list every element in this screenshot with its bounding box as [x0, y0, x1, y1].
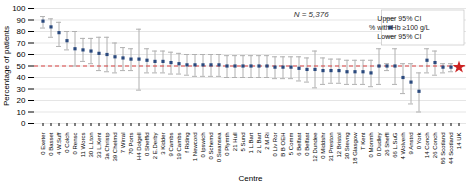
svg-text:10: 10 [17, 108, 26, 117]
svg-text:0 Plymth: 0 Plymth [224, 133, 230, 156]
svg-text:4 W.Suff: 4 W.Suff [56, 132, 62, 155]
svg-text:70: 70 [17, 39, 26, 48]
svg-text:50: 50 [17, 62, 26, 71]
svg-text:Centre: Centre [238, 174, 263, 181]
svg-text:11 Worcs: 11 Worcs [80, 133, 86, 158]
svg-text:14 UK: 14 UK [456, 133, 462, 150]
svg-text:Upper 95% CI: Upper 95% CI [377, 15, 421, 23]
svg-text:100: 100 [12, 4, 26, 13]
svg-text:44 Scotland: 44 Scotland [448, 133, 454, 165]
svg-text:0 Ipswich: 0 Ipswich [200, 133, 206, 158]
svg-text:7 Wirral: 7 Wirral [120, 133, 126, 154]
svg-text:12 Bristol: 12 Bristol [336, 133, 342, 158]
svg-text:0 Exeter: 0 Exeter [40, 133, 46, 155]
svg-text:3a Christp: 3a Christp [104, 132, 110, 160]
svg-text:5 Sund: 5 Sund [240, 133, 246, 152]
svg-text:20: 20 [17, 96, 26, 105]
svg-text:0 Monmh: 0 Monmh [368, 133, 374, 158]
svg-text:0 Schemd: 0 Schemd [208, 133, 214, 160]
svg-text:86 Scotland: 86 Scotland [440, 133, 446, 165]
svg-text:2 E.Derby: 2 E.Derby [152, 133, 158, 160]
svg-text:f Riding: f Riding [184, 133, 190, 153]
svg-text:30 L.Lton: 30 L.Lton [88, 133, 94, 158]
svg-text:6 Belfast: 6 Belfast [296, 132, 302, 156]
svg-text:70 Ports: 70 Ports [128, 133, 134, 155]
svg-text:H4 Dolgell: H4 Dolgell [136, 133, 142, 161]
svg-text:% with Hb ≥100 g/L: % with Hb ≥100 g/L [369, 24, 430, 32]
svg-text:0 Liv Ror: 0 Liv Ror [272, 133, 278, 157]
svg-text:0 Swansea: 0 Swansea [216, 132, 222, 162]
svg-text:0 Colch: 0 Colch [64, 133, 70, 153]
svg-text:B B OEH: B B OEH [280, 133, 286, 157]
svg-text:30 Stevng: 30 Stevng [344, 133, 350, 160]
svg-text:0 Belfast: 0 Belfast [304, 132, 310, 156]
svg-text:60: 60 [17, 50, 26, 59]
svg-text:0 Sheffld: 0 Sheffld [144, 133, 150, 157]
svg-text:33 L.Kent: 33 L.Kent [96, 132, 102, 158]
svg-text:2 L Bart: 2 L Bart [256, 132, 262, 153]
svg-text:Percentage of patients: Percentage of patients [2, 26, 11, 106]
svg-text:21 Hull: 21 Hull [232, 133, 238, 152]
svg-text:18 Glasgow: 18 Glasgow [352, 132, 358, 164]
svg-text:12 Dundee: 12 Dundee [312, 132, 318, 162]
svg-text:0 York: 0 York [416, 132, 422, 150]
svg-text:0 Middshr: 0 Middshr [320, 132, 326, 158]
svg-text:Lower 95% CI: Lower 95% CI [377, 33, 421, 40]
svg-text:19 Cambs: 19 Cambs [176, 133, 182, 160]
svg-text:90: 90 [17, 16, 26, 25]
svg-text:26 Conch: 26 Conch [432, 133, 438, 159]
svg-text:39 Chelmd: 39 Chelmd [112, 133, 118, 162]
svg-text:1 Newcord: 1 Newcord [192, 133, 198, 162]
svg-text:0 Dudley: 0 Dudley [376, 133, 382, 157]
svg-text:1 L.Bart: 1 L.Bart [248, 132, 254, 153]
svg-text:N = 5,376: N = 5,376 [294, 10, 329, 19]
svg-text:5 Comm: 5 Comm [288, 133, 294, 156]
svg-text:66 L.SuG: 66 L.SuG [392, 132, 398, 158]
svg-text:9 Anstrd: 9 Anstrd [408, 133, 414, 155]
svg-text:0 Rensc: 0 Rensc [72, 133, 78, 155]
svg-text:26 Sheffl: 26 Sheffl [384, 133, 390, 157]
svg-text:80: 80 [17, 27, 26, 36]
svg-text:T Kent: T Kent [360, 132, 366, 150]
svg-text:14 Conch: 14 Conch [424, 133, 430, 159]
svg-text:4 Wolverh: 4 Wolverh [400, 133, 406, 160]
svg-text:2 M.Ri: 2 M.Ri [264, 133, 270, 150]
svg-text:30: 30 [17, 85, 26, 94]
svg-text:3 Kidder: 3 Kidder [160, 133, 166, 155]
svg-text:0 Basset: 0 Basset [48, 132, 54, 156]
svg-text:0: 0 [21, 119, 26, 128]
svg-text:40: 40 [17, 73, 26, 82]
svg-text:9 Cambs: 9 Cambs [168, 133, 174, 157]
svg-text:31 Preston: 31 Preston [328, 133, 334, 162]
